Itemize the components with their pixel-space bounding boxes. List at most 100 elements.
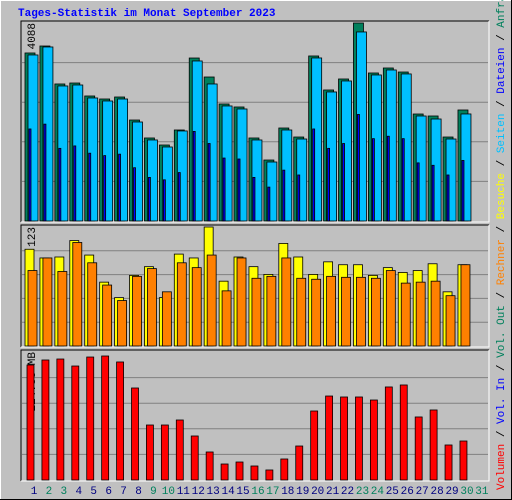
x-tick-label: 22: [341, 486, 354, 498]
x-tick-label: 15: [236, 486, 249, 498]
plot-bevel: [20, 20, 489, 222]
bar: [87, 262, 98, 347]
legend-separator: /: [496, 100, 508, 107]
x-tick-label: 13: [207, 486, 220, 498]
bar: [267, 186, 271, 222]
bar: [444, 444, 453, 481]
x-tick-label: 21: [326, 486, 340, 498]
bar: [430, 280, 441, 347]
bar: [416, 162, 420, 222]
legend-entry: Volumen: [496, 444, 508, 490]
bar: [385, 270, 396, 347]
bar: [131, 387, 139, 481]
plot-bevel: [20, 224, 489, 347]
x-tick-label: 25: [386, 486, 399, 498]
bar: [26, 364, 35, 481]
bar: [103, 155, 107, 222]
bar: [147, 268, 157, 347]
bar: [415, 281, 426, 347]
bar: [42, 257, 53, 347]
legend-entry: Anfragen: [496, 0, 508, 28]
bar: [280, 458, 289, 481]
x-tick-label: 29: [445, 486, 458, 498]
bar: [281, 257, 292, 347]
bar: [370, 74, 382, 222]
bar: [72, 84, 84, 222]
x-tick-label: 3: [61, 486, 68, 498]
bar: [445, 138, 457, 222]
x-tick-label: 23: [356, 486, 369, 498]
bar: [460, 113, 472, 222]
bar: [252, 177, 256, 222]
bar: [27, 54, 39, 222]
bar: [222, 157, 226, 222]
y-tick-label: 4088: [27, 23, 39, 49]
bar: [147, 139, 158, 222]
bar: [446, 174, 450, 222]
bar: [295, 445, 304, 481]
bar: [400, 282, 411, 347]
bar: [117, 300, 127, 347]
bar: [340, 396, 348, 481]
bar: [327, 147, 331, 222]
bar: [371, 138, 375, 222]
bar: [429, 409, 438, 481]
bar: [191, 60, 203, 222]
bar: [266, 275, 277, 347]
x-tick-label: 16: [251, 486, 264, 498]
bar: [282, 169, 286, 222]
bar: [281, 129, 293, 222]
bar: [86, 356, 95, 481]
x-tick-label: 19: [296, 486, 309, 498]
x-tick-label: 28: [431, 486, 444, 498]
plot-bevel: [21, 225, 490, 348]
bar: [251, 139, 263, 222]
bar: [72, 242, 83, 347]
bar: [430, 118, 442, 222]
bar: [237, 158, 241, 222]
bar: [325, 395, 334, 481]
bar: [176, 262, 187, 347]
bar: [101, 355, 110, 481]
bar: [312, 128, 316, 222]
bar: [71, 365, 80, 481]
x-tick-label: 20: [311, 486, 324, 498]
bar: [297, 174, 301, 222]
bar: [266, 161, 278, 222]
bar: [221, 290, 232, 347]
bar: [162, 179, 166, 222]
bar: [205, 451, 214, 481]
bar: [251, 277, 262, 347]
bar: [191, 267, 202, 347]
chart-title: Tages-Statistik im Monat September 2023: [18, 8, 276, 20]
bar: [356, 31, 367, 222]
bar: [342, 143, 345, 222]
bar: [102, 100, 114, 222]
legend-entry: Vol. In: [496, 378, 508, 424]
bar: [385, 69, 397, 222]
bar: [28, 128, 32, 222]
legend-entry: Rechner: [496, 239, 508, 285]
legend-separator: /: [496, 34, 508, 41]
x-tick-label: 8: [135, 486, 142, 498]
bar: [415, 115, 427, 222]
x-tick-label: 9: [150, 486, 157, 498]
x-tick-label: 14: [221, 486, 235, 498]
bar: [250, 465, 259, 481]
bar: [161, 146, 173, 222]
bar: [235, 461, 244, 481]
plot-bevel: [21, 21, 490, 223]
bar: [265, 469, 274, 481]
x-tick-label: 1: [31, 486, 38, 498]
bar: [102, 284, 113, 347]
bar: [73, 145, 77, 222]
bar: [160, 424, 169, 481]
bar: [206, 254, 217, 347]
bar: [56, 358, 65, 481]
bar: [459, 440, 468, 481]
bar: [296, 138, 308, 222]
bar: [27, 270, 38, 347]
legend-separator: /: [496, 226, 508, 233]
legend-entry: Seiten: [496, 114, 508, 154]
